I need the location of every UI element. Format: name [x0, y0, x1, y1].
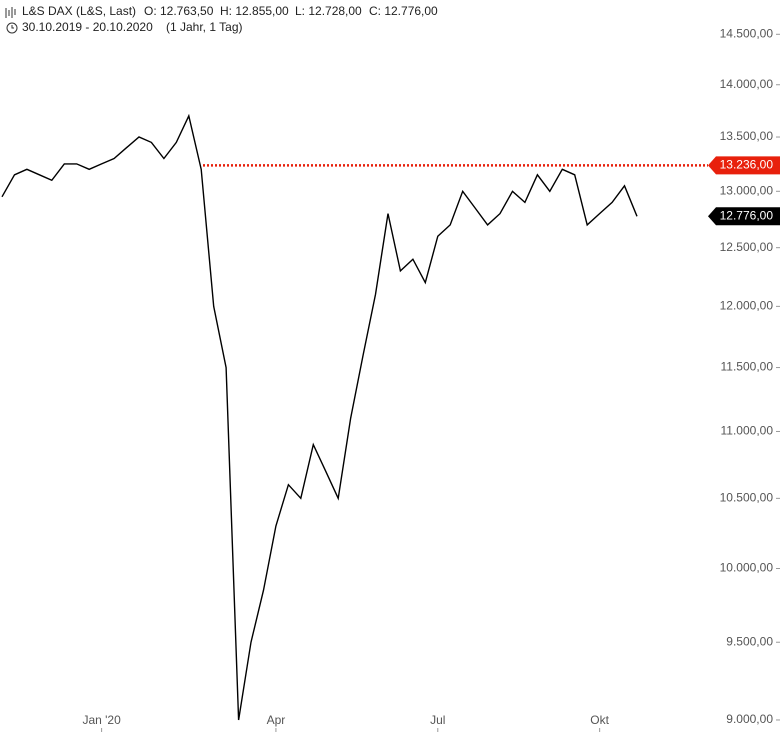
y-tick-label: 9.500,00 — [726, 634, 773, 648]
price-line — [1, 113, 638, 721]
clock-icon — [6, 22, 18, 34]
ohlc-open: O: 12.763,50 — [144, 4, 214, 18]
period: (1 Jahr, 1 Tag) — [166, 20, 243, 34]
y-tick-label: 9.000,00 — [726, 712, 773, 726]
last-price-tag — [708, 207, 780, 226]
y-tick-label: 11.000,00 — [721, 424, 774, 438]
x-tick-label: Okt — [590, 713, 609, 727]
y-tick-label: 10.000,00 — [720, 561, 774, 575]
x-tick-label: Apr — [267, 713, 286, 727]
date-range: 30.10.2019 - 20.10.2020 — [22, 20, 153, 34]
y-tick-label: 14.000,00 — [720, 77, 774, 91]
reference-tag — [708, 156, 780, 175]
y-tick-label: 10.500,00 — [720, 491, 774, 505]
header: L&S DAX (L&S, Last) O: 12.763,50 H: 12.8… — [5, 4, 438, 34]
y-tick-label: 13.000,00 — [720, 183, 774, 197]
last-price-label: 12.776,00 — [720, 208, 774, 222]
chart-icon — [5, 7, 16, 18]
clock-hands — [11, 25, 14, 29]
y-tick-label: 11.500,00 — [721, 360, 774, 374]
ohlc-low: L: 12.728,00 — [295, 4, 362, 18]
chart-title: L&S DAX (L&S, Last) — [22, 4, 136, 18]
ohlc-high: H: 12.855,00 — [220, 4, 289, 18]
y-tick-label: 12.500,00 — [720, 240, 774, 254]
y-tick-label: 12.000,00 — [720, 299, 774, 313]
x-tick-label: Jul — [430, 713, 445, 727]
reference-label: 13.236,00 — [720, 158, 774, 172]
y-tick-label: 14.500,00 — [720, 26, 774, 40]
x-tick-label: Jan '20 — [82, 713, 121, 727]
ohlc-close: C: 12.776,00 — [369, 4, 438, 18]
y-tick-label: 13.500,00 — [720, 129, 774, 143]
